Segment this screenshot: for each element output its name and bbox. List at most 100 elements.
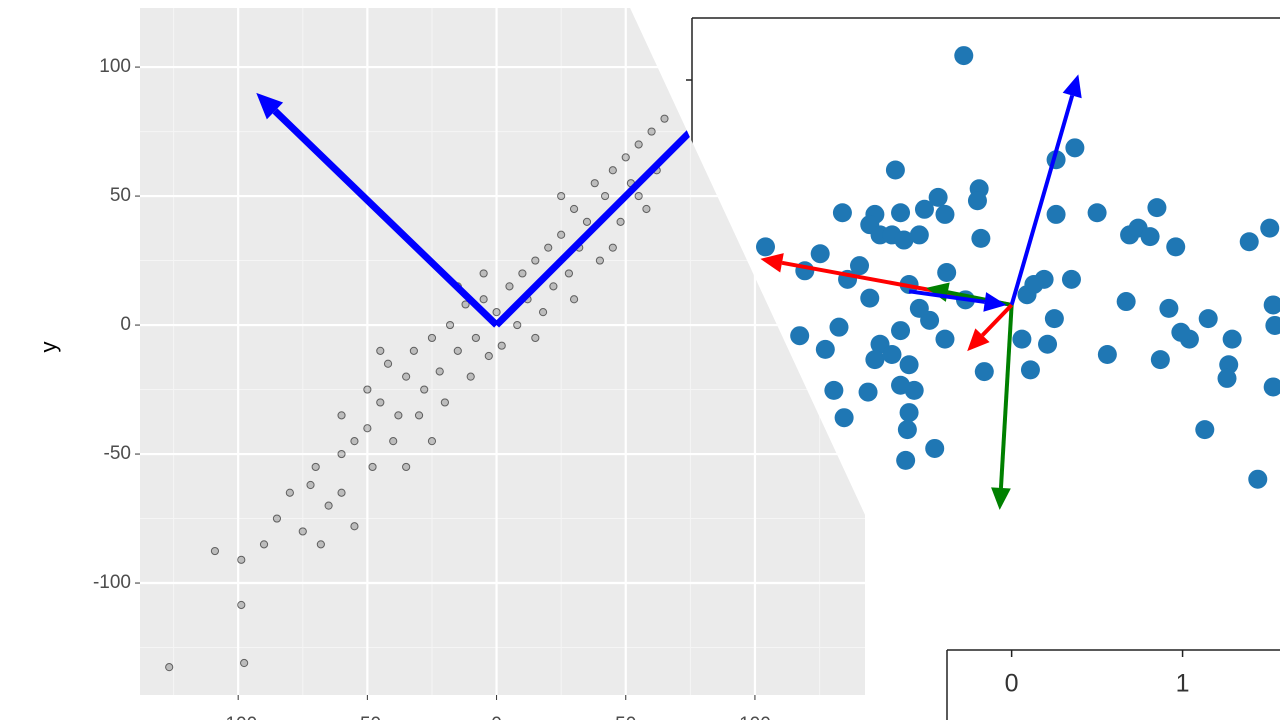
point (513, 320, 522, 330)
point (834, 408, 854, 428)
point (891, 203, 911, 223)
point (621, 153, 630, 162)
point (569, 295, 579, 304)
arrow-head (1062, 74, 1082, 99)
point (402, 372, 411, 381)
point (590, 179, 599, 188)
x-tick-label: 50 (615, 714, 636, 720)
point (337, 449, 346, 459)
point (445, 320, 455, 330)
point (600, 191, 610, 201)
point (1020, 360, 1040, 380)
point (518, 269, 527, 278)
x-tick-label: -50 (354, 714, 381, 720)
point (569, 204, 579, 214)
point (608, 166, 617, 175)
point (634, 191, 643, 201)
point (608, 243, 617, 252)
arrow-head (967, 328, 990, 352)
point (363, 424, 372, 433)
point (466, 372, 475, 381)
x-tick-label: 100 (739, 714, 771, 720)
point (925, 438, 945, 458)
point (899, 403, 919, 423)
point (1217, 368, 1237, 388)
point (402, 462, 411, 472)
point (505, 282, 514, 291)
arrow-shaft (494, 121, 701, 328)
point (1263, 295, 1280, 315)
point (954, 46, 974, 66)
arrow-head (760, 253, 784, 273)
point (435, 367, 444, 376)
point (368, 462, 377, 472)
point (1198, 309, 1218, 329)
point (935, 329, 955, 349)
point (1046, 204, 1066, 224)
point (885, 160, 905, 180)
arrow-shaft (1009, 94, 1075, 306)
arrow-shaft (908, 289, 986, 304)
point (937, 263, 957, 283)
point (337, 488, 346, 497)
x-tick-label: 0 (491, 714, 502, 720)
point (1012, 329, 1032, 349)
point (272, 514, 282, 523)
point (829, 317, 849, 337)
point (1147, 198, 1167, 218)
arrow-head (991, 487, 1011, 510)
arrow-shaft (272, 108, 499, 328)
point (914, 199, 934, 219)
point (634, 140, 643, 149)
x-tick-label: 0 (1005, 670, 1019, 698)
point (1065, 138, 1085, 158)
x-tick-label: -100 (219, 714, 257, 720)
point (564, 269, 574, 278)
point (531, 333, 540, 343)
point (240, 658, 249, 668)
point (414, 411, 424, 420)
point (557, 191, 566, 201)
arrow-shaft (981, 303, 1014, 337)
point (479, 269, 488, 278)
point (337, 411, 346, 420)
point (860, 288, 880, 308)
point (896, 450, 916, 470)
point (1061, 269, 1081, 289)
point (376, 346, 385, 355)
point (1116, 292, 1136, 312)
point (897, 420, 917, 440)
y-axis-label: y (36, 342, 61, 353)
point (324, 501, 333, 510)
point (858, 382, 878, 402)
point (974, 362, 994, 382)
y-tick-label: 100 (99, 56, 131, 77)
point (832, 203, 852, 223)
point (865, 350, 885, 370)
point (756, 237, 775, 257)
point (544, 243, 553, 252)
point (894, 230, 914, 250)
point (394, 411, 403, 420)
point (1248, 469, 1268, 489)
point (850, 256, 870, 276)
point (427, 437, 437, 446)
point (471, 333, 480, 343)
y-tick-label: 50 (110, 185, 131, 206)
x-tick-label: 1 (1176, 670, 1190, 698)
point (210, 546, 220, 556)
point (409, 346, 418, 355)
y-tick-label: -100 (93, 572, 131, 593)
arrow-head (983, 292, 1007, 312)
point (920, 310, 940, 330)
point (484, 351, 493, 361)
point (497, 341, 506, 350)
arrow-shaft (998, 304, 1014, 489)
point (1195, 420, 1215, 440)
point (453, 346, 462, 355)
point (531, 256, 540, 265)
point (1087, 203, 1107, 223)
point (492, 308, 501, 317)
point (660, 114, 669, 123)
